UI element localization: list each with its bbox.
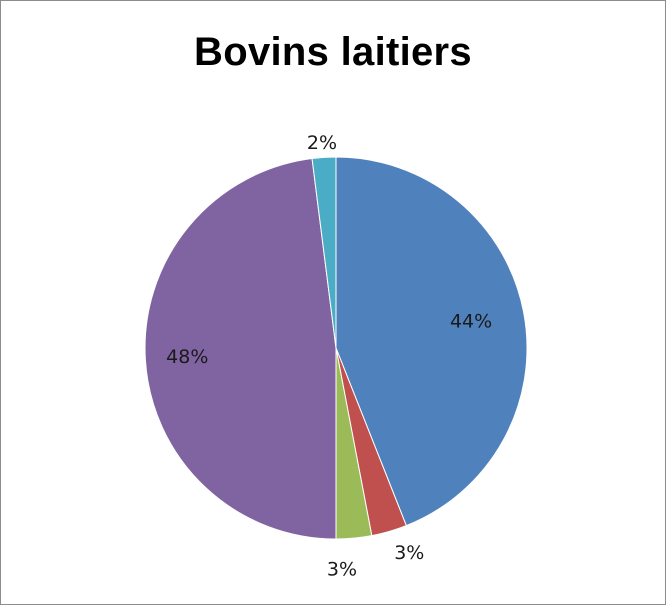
data-label-3: 3%: [327, 559, 357, 581]
data-label-5: 2%: [307, 132, 337, 154]
data-label-2: 3%: [394, 542, 424, 564]
pie-slice-5: [311, 156, 337, 349]
data-label-1: 44%: [450, 311, 492, 333]
data-label-4: 48%: [166, 346, 208, 368]
pie-slice-1: [335, 156, 528, 527]
pie-slice-4: [144, 157, 337, 540]
chart-title: Bovins laitiers: [194, 30, 472, 74]
